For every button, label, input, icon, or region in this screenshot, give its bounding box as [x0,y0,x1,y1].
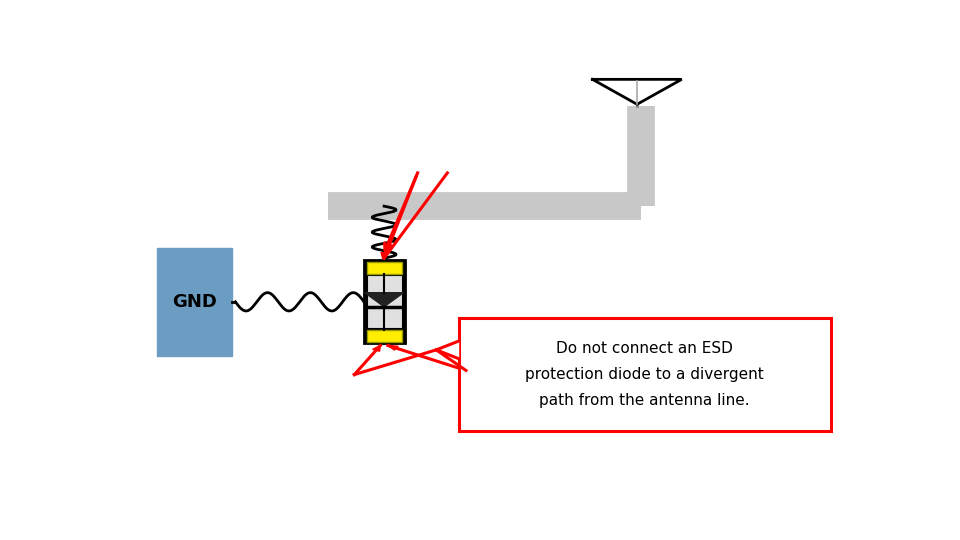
FancyBboxPatch shape [367,275,401,328]
Polygon shape [436,341,459,359]
FancyBboxPatch shape [364,260,404,343]
FancyBboxPatch shape [459,319,830,431]
FancyBboxPatch shape [157,248,231,356]
Polygon shape [388,346,398,350]
FancyBboxPatch shape [367,262,401,274]
Polygon shape [381,252,389,258]
Text: GND: GND [172,293,217,311]
Polygon shape [365,293,403,307]
Polygon shape [372,346,380,351]
FancyBboxPatch shape [367,330,401,342]
Text: Do not connect an ESD
protection diode to a divergent
path from the antenna line: Do not connect an ESD protection diode t… [525,341,764,408]
